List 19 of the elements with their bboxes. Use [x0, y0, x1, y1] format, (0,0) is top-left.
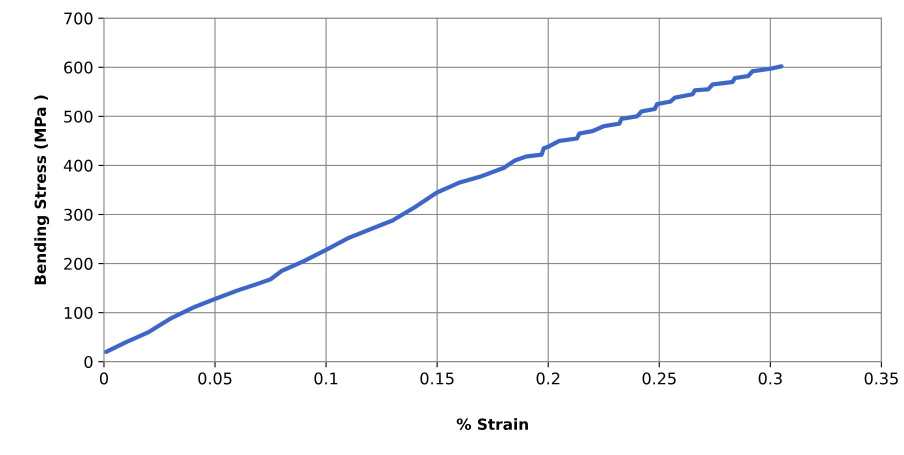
- x-tick-label: 0.05: [198, 372, 232, 385]
- y-tick-label: 0: [84, 356, 92, 368]
- y-tick-label: 600: [64, 61, 92, 74]
- x-tick-label: 0.3: [758, 372, 782, 385]
- y-tick-label: 700: [64, 12, 92, 24]
- x-axis-title: % Strain: [456, 418, 528, 430]
- y-tick-label: 500: [64, 110, 92, 123]
- y-tick-label: 400: [64, 160, 92, 172]
- x-tick-label: 0: [100, 372, 108, 385]
- x-tick-label: 0.35: [864, 372, 898, 385]
- x-tick-label: 0.15: [420, 372, 454, 385]
- x-tick-label: 0.25: [642, 372, 676, 385]
- x-tick-label: 0.1: [314, 372, 338, 385]
- line-series: [104, 64, 784, 354]
- y-tick-label: 300: [64, 208, 92, 221]
- y-tick-label: 200: [64, 258, 92, 270]
- y-axis-title: Bending Stress (MPa ): [34, 96, 50, 284]
- x-tick-label: 0.2: [536, 372, 560, 385]
- y-tick-label: 100: [64, 306, 92, 319]
